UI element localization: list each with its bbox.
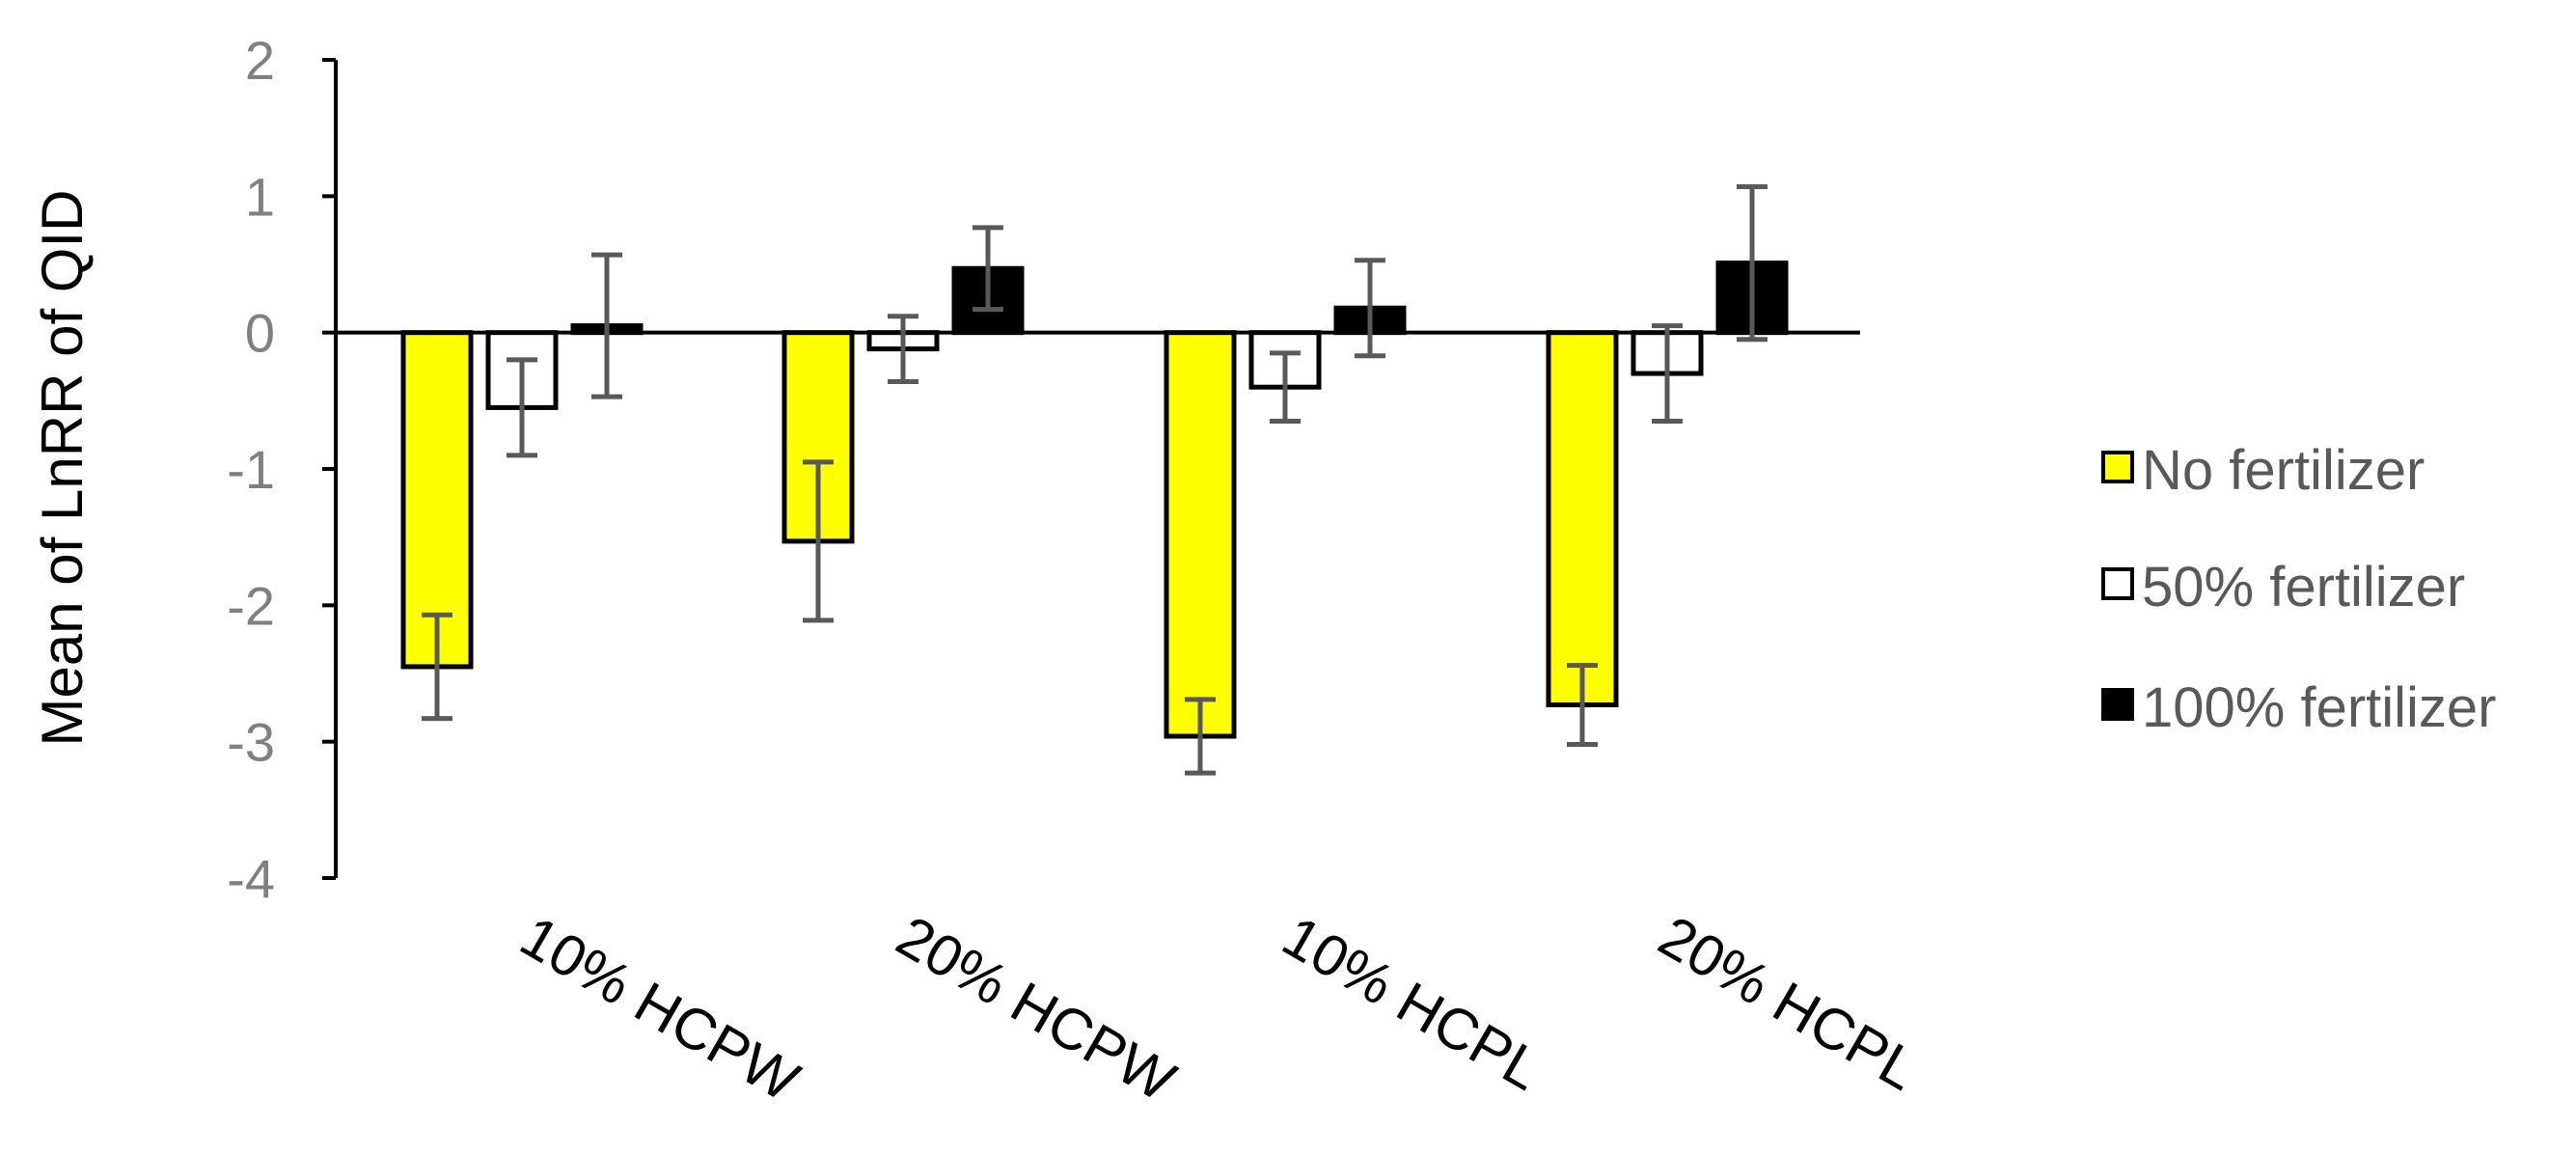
error-bar-3-2 — [973, 225, 1003, 313]
y-axis-label: Mean of LnRR of QID — [30, 190, 95, 747]
bar-1-4 — [1546, 330, 1619, 708]
error-bar-1-4 — [1567, 663, 1598, 747]
x-category-label: 10% HCPW — [510, 903, 810, 1114]
error-bar-2-1 — [507, 357, 537, 458]
error-bar-3-1 — [591, 252, 622, 399]
y-tick-label: -3 — [227, 712, 275, 773]
y-tick-label: -2 — [227, 575, 275, 636]
error-bar-1-3 — [1185, 697, 1216, 776]
y-tick-label: 2 — [245, 30, 275, 91]
error-bar-2-4 — [1652, 323, 1683, 425]
y-tick-label: 0 — [245, 303, 275, 364]
legend-label-3: 100% fertilizer — [2142, 676, 2496, 739]
legend-swatch-2 — [2101, 567, 2134, 600]
legend-swatch-3 — [2101, 688, 2134, 721]
y-tick-label: -1 — [227, 439, 275, 500]
error-bar-2-2 — [888, 314, 918, 385]
error-bar-3-4 — [1737, 183, 1768, 343]
bar-1-3 — [1164, 330, 1237, 739]
legend-swatch-1 — [2101, 451, 2134, 483]
plot-area: 2 1 0 -1 -2 -3 -4 10% HCPW 20% HCPW 10% HCPL 20% H… — [227, 30, 1929, 1114]
x-category-label: 20% HCPW — [887, 903, 1187, 1114]
y-tick-label: -4 — [227, 848, 275, 909]
y-tick-label: 1 — [245, 166, 275, 227]
legend: No fertilizer 50% fertilizer 100% fertiliz… — [2101, 439, 2496, 739]
legend-label-1: No fertilizer — [2142, 439, 2425, 502]
error-bar-2-3 — [1270, 350, 1301, 425]
legend-label-2: 50% fertilizer — [2142, 556, 2465, 619]
x-category-label: 10% HCPL — [1273, 903, 1553, 1102]
error-bar-1-1 — [422, 612, 452, 722]
x-category-label: 20% HCPL — [1649, 903, 1930, 1102]
error-bar-3-3 — [1355, 258, 1385, 359]
error-bar-1-2 — [803, 459, 834, 623]
